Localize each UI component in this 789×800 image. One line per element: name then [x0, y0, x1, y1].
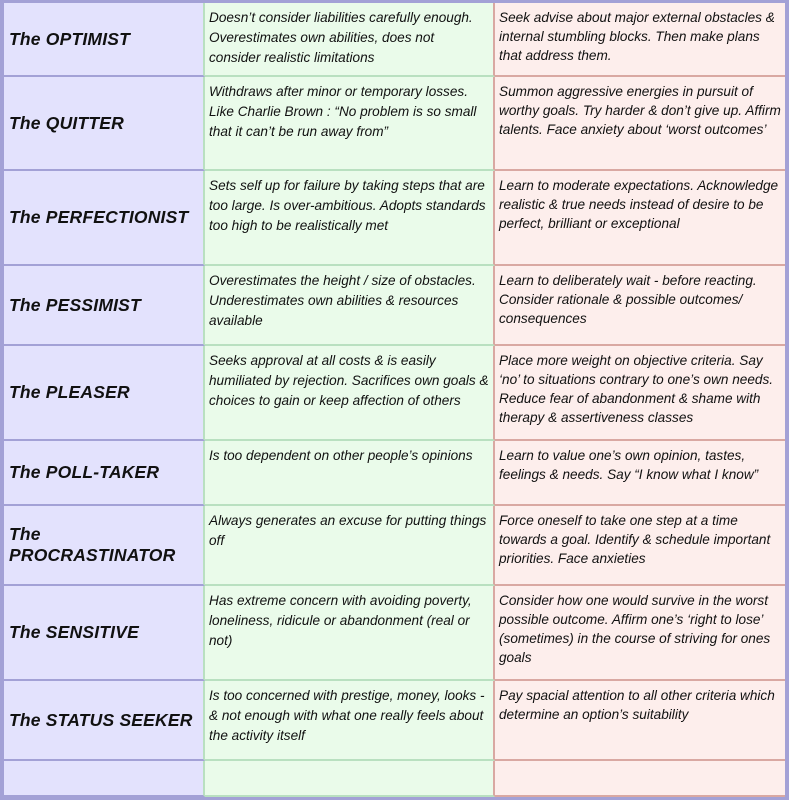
table-row: The STATUS SEEKER Is too concerned with p…: [4, 681, 785, 761]
personality-table: The OPTIMIST Doesn’t consider liabilities…: [4, 3, 785, 797]
problem-cell: Is too dependent on other people’s opini…: [205, 441, 495, 506]
table-row: The POLL-TAKER Is too dependent on other …: [4, 441, 785, 506]
remedy-cell: Summon aggressive energies in pursuit of…: [495, 77, 785, 171]
remedy-cell: Consider how one would survive in the wo…: [495, 586, 785, 681]
type-cell: The QUITTER: [4, 77, 205, 171]
table-row: The OPTIMIST Doesn’t consider liabilities…: [4, 3, 785, 77]
problem-cell: Doesn’t consider liabilities carefully e…: [205, 3, 495, 77]
table-row: The PERFECTIONIST Sets self up for failur…: [4, 171, 785, 266]
type-cell: The PERFECTIONIST: [4, 171, 205, 266]
type-cell: The PROCRASTINATOR: [4, 506, 205, 586]
remedy-cell: Pay spacial attention to all other crite…: [495, 681, 785, 761]
table-row: The QUITTER Withdraws after minor or temp…: [4, 77, 785, 171]
type-cell: [4, 761, 205, 797]
problem-cell: Has extreme concern with avoiding povert…: [205, 586, 495, 681]
type-cell: The SENSITIVE: [4, 586, 205, 681]
remedy-cell: Learn to moderate expectations. Acknowle…: [495, 171, 785, 266]
remedy-cell: Seek advise about major external obstacl…: [495, 3, 785, 77]
remedy-cell: [495, 761, 785, 797]
problem-cell: Sets self up for failure by taking steps…: [205, 171, 495, 266]
type-cell: The OPTIMIST: [4, 3, 205, 77]
type-cell: The POLL-TAKER: [4, 441, 205, 506]
remedy-cell: Learn to deliberately wait - before reac…: [495, 266, 785, 346]
table-row: The SENSITIVE Has extreme concern with av…: [4, 586, 785, 681]
type-cell: The STATUS SEEKER: [4, 681, 205, 761]
type-cell: The PESSIMIST: [4, 266, 205, 346]
type-cell: The PLEASER: [4, 346, 205, 441]
problem-cell: [205, 761, 495, 797]
problem-cell: Overestimates the height / size of obsta…: [205, 266, 495, 346]
problem-cell: Is too concerned with prestige, money, l…: [205, 681, 495, 761]
table-row: [4, 761, 785, 797]
problem-cell: Seeks approval at all costs & is easily …: [205, 346, 495, 441]
remedy-cell: Learn to value one’s own opinion, tastes…: [495, 441, 785, 506]
remedy-cell: Force oneself to take one step at a time…: [495, 506, 785, 586]
problem-cell: Withdraws after minor or temporary losse…: [205, 77, 495, 171]
table-row: The PROCRASTINATOR Always generates an ex…: [4, 506, 785, 586]
table-row: The PLEASER Seeks approval at all costs &…: [4, 346, 785, 441]
remedy-cell: Place more weight on objective criteria.…: [495, 346, 785, 441]
table-row: The PESSIMIST Overestimates the height / …: [4, 266, 785, 346]
problem-cell: Always generates an excuse for putting t…: [205, 506, 495, 586]
